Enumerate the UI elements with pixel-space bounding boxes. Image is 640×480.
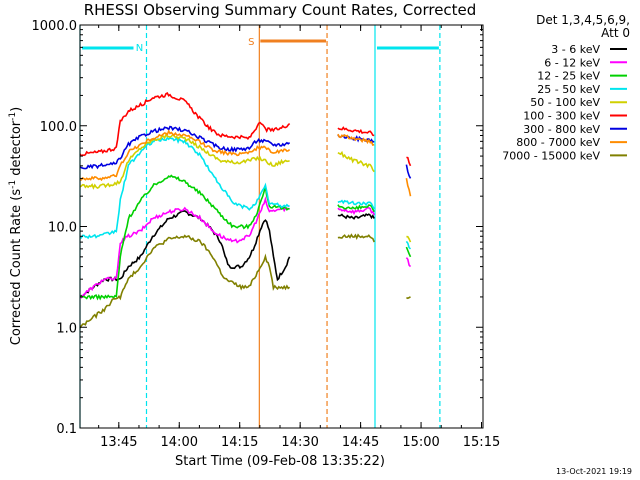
series-line xyxy=(405,178,412,197)
legend-label: 3 - 6 keV xyxy=(551,43,600,56)
series-line xyxy=(405,246,412,258)
series-line xyxy=(405,240,412,250)
series-line xyxy=(405,257,412,268)
x-axis: 13:45 14:00 14:15 14:30 14:45 15:00 15:15 xyxy=(98,25,500,450)
series-line xyxy=(406,296,411,300)
series-line xyxy=(337,134,375,144)
legend-label: 7000 - 15000 keV xyxy=(502,149,600,162)
legend-label: 300 - 800 keV xyxy=(523,123,600,136)
y-axis: 0.1 1.0 10.0 100.0 1000.0 xyxy=(32,19,483,437)
saa-label: S xyxy=(248,37,254,48)
y-tick-label: 10.0 xyxy=(48,221,77,236)
x-tick-label: 15:15 xyxy=(463,435,500,450)
series-line xyxy=(79,196,290,299)
x-tick-label: 14:15 xyxy=(221,435,258,450)
legend-detectors: Det 1,3,4,5,6,9, xyxy=(536,13,630,27)
legend-label: 6 - 12 keV xyxy=(544,56,600,69)
legend-label: 25 - 50 keV xyxy=(537,83,600,96)
y-tick-label: 100.0 xyxy=(40,120,77,135)
series-line xyxy=(337,233,375,243)
series-line xyxy=(405,164,412,179)
series-line xyxy=(406,156,412,167)
legend-label: 50 - 100 keV xyxy=(530,96,600,109)
y-tick-label: 0.1 xyxy=(56,422,77,437)
series-line xyxy=(79,174,290,301)
legend-label: 800 - 7000 keV xyxy=(516,136,600,149)
chart-title: RHESSI Observing Summary Count Rates, Co… xyxy=(84,1,477,19)
x-axis-label: Start Time (09-Feb-08 13:35:22) xyxy=(175,454,385,469)
series-line xyxy=(337,150,375,173)
series-line xyxy=(337,204,375,213)
x-tick-label: 13:45 xyxy=(100,435,137,450)
series-line xyxy=(337,126,375,137)
x-tick-label: 14:30 xyxy=(281,435,318,450)
series-line xyxy=(79,125,291,170)
y-tick-label: 1.0 xyxy=(56,321,77,336)
series-line xyxy=(337,213,375,220)
series-line xyxy=(79,132,290,190)
legend-attenuator: Att 0 xyxy=(601,26,630,40)
x-tick-label: 14:00 xyxy=(161,435,198,450)
x-tick-label: 15:00 xyxy=(402,435,439,450)
series-line xyxy=(79,234,291,329)
series-line xyxy=(337,199,375,210)
series-line xyxy=(79,129,291,182)
y-axis-label: Corrected Count Rate (s-1 detector-1) xyxy=(8,107,24,345)
series-line xyxy=(406,235,412,243)
series-lines xyxy=(79,92,412,329)
x-tick-label: 14:45 xyxy=(342,435,379,450)
night-label: N xyxy=(136,43,143,54)
series-line xyxy=(337,206,375,216)
series-line xyxy=(79,92,291,157)
legend-label: 100 - 300 keV xyxy=(523,110,600,123)
series-line xyxy=(337,133,375,146)
footer-date: 13-Oct-2021 19:19 xyxy=(556,467,632,476)
legend-label: 12 - 25 keV xyxy=(537,70,600,83)
y-tick-label: 1000.0 xyxy=(32,19,78,34)
series-line xyxy=(79,136,290,240)
